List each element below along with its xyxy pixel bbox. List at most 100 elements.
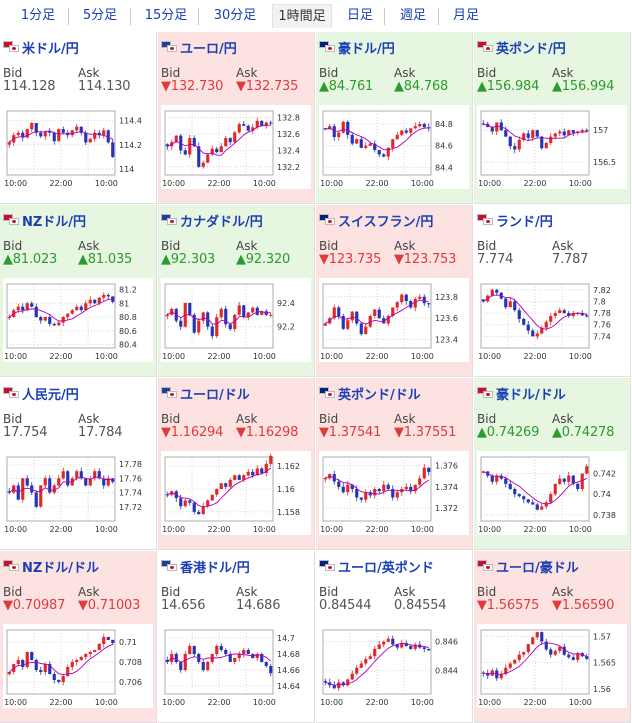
pair-name-link[interactable]: 人民元/円 [22,387,79,403]
currency-pair-card[interactable]: ユーロ/豪ドル Bid Ask ▼1.56575 ▼1.56590 1.57 1.565 1.… [474,551,631,723]
currency-pair-card[interactable]: スイスフラン/円 Bid Ask ▼123.735 ▼123.753 123.8 123.6… [316,205,473,377]
candle-body [188,500,192,503]
chart-svg: 92.4 92.2 10:00 22:00 10:00 [162,283,295,361]
mini-candlestick-chart[interactable]: 1.162 1.16 1.158 10:00 22:00 10:00 [161,451,311,535]
chart-svg: 0.846 0.844 10:00 22:00 10:00 [320,629,458,707]
mini-candlestick-chart[interactable]: 114.4 114.2 114 10:00 22:00 10:00 [3,105,153,189]
candle-body [260,468,264,473]
candle-body [413,298,417,308]
mini-candlestick-chart[interactable]: 92.4 92.2 10:00 22:00 10:00 [161,278,311,362]
candle-body [544,321,548,328]
tab-2[interactable]: 15分足 [144,8,188,23]
mini-candlestick-chart[interactable]: 0.71 0.708 0.706 10:00 22:00 10:00 [3,624,153,708]
candle-body [422,647,426,649]
candle-body [341,486,345,493]
pair-name-link[interactable]: ランド/円 [496,214,553,230]
pair-name-link[interactable]: ユーロ/ドル [180,387,250,403]
candle-body [481,299,485,302]
candle-body [377,309,381,319]
mini-candlestick-chart[interactable]: 7.82 7.8 7.78 7.76 7.74 10:00 22:00 10:00 [477,278,627,362]
tab-5[interactable]: 日足 [346,8,373,23]
tab-3[interactable]: 30分足 [213,8,257,23]
pair-name-link[interactable]: スイスフラン/円 [338,214,434,230]
currency-pair-card[interactable]: ユーロ/円 Bid Ask ▼132.730 ▼132.735 132.8 132.6 132… [158,32,315,204]
currency-pair-card[interactable]: 米ドル/円 Bid Ask 114.128 114.130 114.4 114.2 114 10… [0,32,157,204]
pair-name-link[interactable]: 豪ドル/ドル [496,387,566,403]
candle-body [197,320,201,333]
candle-body [499,122,503,131]
pair-name-link[interactable]: NZドル/円 [22,214,87,230]
currency-flag-icon [3,41,20,53]
candle-body [269,122,273,124]
pair-name-link[interactable]: 香港ドル/円 [180,560,250,576]
pair-name-link[interactable]: ユーロ/豪ドル [496,560,579,576]
ask-label: Ask [552,239,574,253]
currency-pair-card[interactable]: 香港ドル/円 Bid Ask 14.656 14.686 14.7 14.68 14.66 14… [158,551,315,723]
candle-body [219,308,223,318]
currency-pair-card[interactable]: ユーロ/ドル Bid Ask ▼1.16294 ▼1.16298 1.162 1.16 1.1… [158,378,315,550]
candle-body [48,131,52,133]
candle-body [373,143,377,151]
x-tick-label: 10:00 [411,352,434,361]
currency-pair-card[interactable]: NZドル/ドル Bid Ask ▼0.70987 ▼0.71003 0.71 0.708 0.… [0,551,157,723]
x-tick-label: 10:00 [4,525,27,534]
mini-candlestick-chart[interactable]: 14.7 14.68 14.66 14.64 10:00 22:00 10:00 [161,624,311,708]
pair-name-link[interactable]: NZドル/ドル [22,560,100,576]
pair-name-link[interactable]: 英ポンド/円 [496,41,566,57]
bid-label: Bid [477,66,497,80]
mini-candlestick-chart[interactable]: 1.57 1.565 1.56 10:00 22:00 10:00 [477,624,627,708]
bid-value: ▼1.16294 [161,425,224,440]
bid-value: 17.754 [3,425,48,440]
tab-6[interactable]: 週足 [399,8,426,23]
candle-body [508,136,512,147]
mini-candlestick-chart[interactable]: 17.78 17.76 17.74 17.72 10:00 22:00 10:00 [3,451,153,535]
candle-body [386,484,390,489]
mini-candlestick-chart[interactable]: 0.742 0.74 0.738 10:00 22:00 10:00 [477,451,627,535]
tab-7[interactable]: 月足 [452,8,479,23]
currency-pair-card[interactable]: カナダドル/円 Bid Ask ▲92.303 ▲92.320 92.4 92.2 10:00… [158,205,315,377]
tab-4[interactable]: 1時間足 [272,4,332,28]
pair-name-link[interactable]: 米ドル/円 [22,41,79,57]
tab-1[interactable]: 5分足 [82,8,118,23]
candle-body [585,656,589,659]
pair-header: NZドル/円 [3,211,87,230]
currency-pair-card[interactable]: NZドル/円 Bid Ask ▲81.023 ▲81.035 81.2 81 80.8 80.6… [0,205,157,377]
currency-pair-card[interactable]: 人民元/円 Bid Ask 17.754 17.784 17.78 17.76 17.74 17… [0,378,157,550]
pair-name-link[interactable]: 豪ドル/円 [338,41,395,57]
currency-pair-card[interactable]: 英ポンド/円 Bid Ask ▲156.984 ▲156.994 157 156.5 10:0… [474,32,631,204]
candle-body [571,475,575,484]
pair-name-link[interactable]: 英ポンド/ドル [338,387,421,403]
candle-body [355,489,359,498]
mini-candlestick-chart[interactable]: 132.8 132.6 132.4 132.2 10:00 22:00 10:00 [161,105,311,189]
bid-label: Bid [3,585,23,599]
pair-name-link[interactable]: ユーロ/円 [180,41,237,57]
pair-name-link[interactable]: ユーロ/英ポンド [338,560,434,576]
currency-pair-card[interactable]: 豪ドル/円 Bid Ask ▲84.761 ▲84.768 84.8 84.6 84.4 10:… [316,32,473,204]
ask-label: Ask [78,585,100,599]
currency-pair-card[interactable]: 英ポンド/ドル Bid Ask ▼1.37541 ▼1.37551 1.376 1.374 1… [316,378,473,550]
currency-pair-card[interactable]: ランド/円 Bid Ask 7.774 7.787 7.82 7.8 7.78 7.76 7.74… [474,205,631,377]
mini-candlestick-chart[interactable]: 157 156.5 10:00 22:00 10:00 [477,105,627,189]
pair-name-link[interactable]: カナダドル/円 [180,214,263,230]
candle-body [422,124,426,128]
mini-candlestick-chart[interactable]: 0.846 0.844 10:00 22:00 10:00 [319,624,469,708]
mini-candlestick-chart[interactable]: 123.8 123.6 123.4 10:00 22:00 10:00 [319,278,469,362]
mini-candlestick-chart[interactable]: 1.376 1.374 1.372 10:00 22:00 10:00 [319,451,469,535]
mini-candlestick-chart[interactable]: 84.8 84.6 84.4 10:00 22:00 10:00 [319,105,469,189]
candle-body [179,320,183,327]
mini-candlestick-chart[interactable]: 81.2 81 80.8 80.6 80.4 10:00 22:00 10:00 [3,278,153,362]
candle-body [197,146,201,167]
candle-body [57,680,61,682]
candle-body [188,302,192,315]
candle-body [255,307,259,315]
candle-body [571,313,575,316]
y-tick-label: 81 [119,299,129,308]
candle-body [373,489,377,496]
currency-pair-card[interactable]: 豪ドル/ドル Bid Ask ▲0.74269 ▲0.74278 0.742 0.74 0.7… [474,378,631,550]
candle-body [66,471,70,486]
candle-body [504,298,508,308]
currency-pair-card[interactable]: ユーロ/英ポンド Bid Ask 0.84544 0.84554 0.846 0.844 10… [316,551,473,723]
tab-0[interactable]: 1分足 [20,8,56,23]
ask-value: ▼123.753 [394,252,457,267]
